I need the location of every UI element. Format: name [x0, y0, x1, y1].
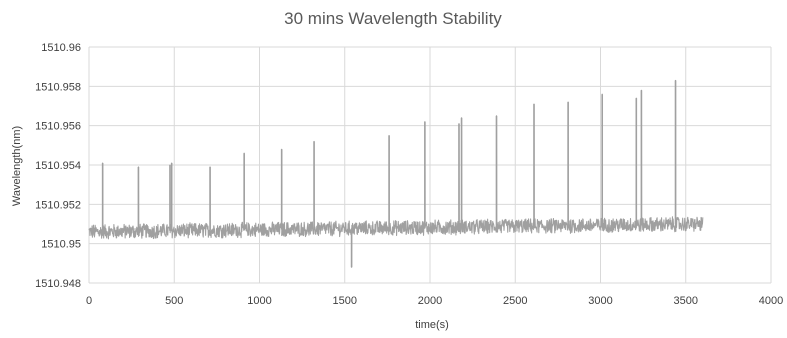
y-tick-label: 1510.952: [35, 199, 81, 211]
y-tick-label: 1510.958: [35, 81, 81, 93]
x-tick-label: 500: [165, 295, 183, 307]
y-tick-label: 1510.95: [41, 239, 81, 251]
x-tick-label: 1500: [333, 295, 357, 307]
x-axis-ticks: 0 500 1000 1500 2000 2500 3000 3500 4000: [86, 295, 783, 307]
x-tick-label: 0: [86, 295, 92, 307]
x-tick-label: 3500: [674, 295, 698, 307]
chart-title: 30 mins Wavelength Stability: [284, 9, 502, 28]
grid: [88, 46, 772, 284]
x-tick-label: 2000: [418, 295, 442, 307]
y-axis-ticks: 1510.948 1510.95 1510.952 1510.954 1510.956 1…: [35, 42, 81, 290]
series-group: [88, 79, 704, 268]
x-tick-label: 2500: [503, 295, 527, 307]
x-tick-label: 3000: [588, 295, 612, 307]
x-axis-title: time(s): [415, 319, 449, 331]
y-tick-label: 1510.96: [41, 42, 81, 54]
series-line: [88, 79, 704, 268]
x-tick-label: 1000: [247, 295, 271, 307]
y-axis-title: Wavelength(nm): [11, 126, 23, 206]
x-tick-label: 4000: [759, 295, 783, 307]
y-tick-label: 1510.948: [35, 278, 81, 290]
y-tick-label: 1510.956: [35, 121, 81, 133]
y-tick-label: 1510.954: [35, 160, 81, 172]
